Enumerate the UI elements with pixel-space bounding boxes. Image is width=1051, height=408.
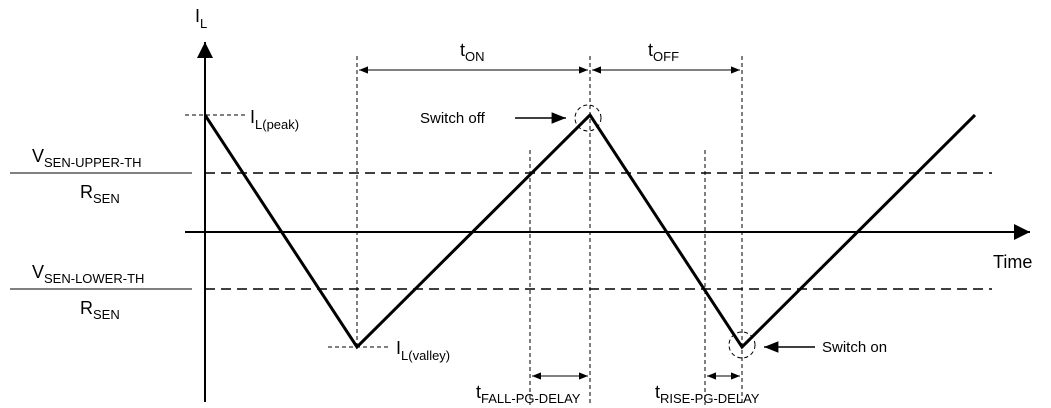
axes: IL Time: [185, 6, 1032, 402]
thresholds: VSEN-UPPER-TH RSEN VSEN-LOWER-TH RSEN: [10, 146, 992, 322]
switch-on-label: Switch on: [822, 339, 887, 356]
switch-off-label: Switch off: [420, 110, 486, 127]
lower-numerator: VSEN-LOWER-TH: [32, 262, 144, 286]
upper-numerator: VSEN-UPPER-TH: [32, 146, 142, 170]
annotations: tON tOFF IL(peak) IL(valley) Switch off …: [250, 40, 887, 406]
x-label: Time: [993, 252, 1032, 272]
upper-denominator: RSEN: [80, 182, 120, 206]
lower-denominator: RSEN: [80, 298, 120, 322]
switch-on-circle: [728, 331, 756, 359]
valley-label: IL(valley): [396, 338, 450, 363]
guides: [185, 56, 743, 405]
inductor-current: [203, 112, 977, 350]
t-on-label: tON: [460, 40, 485, 64]
fall-delay-label: tFALL-PG-DELAY: [476, 382, 581, 406]
switch-off-circle: [574, 104, 602, 132]
y-label: IL: [195, 6, 207, 31]
peak-label: IL(peak): [250, 107, 299, 132]
t-off-label: tOFF: [648, 40, 679, 64]
rise-delay-label: tRISE-PG-DELAY: [655, 382, 760, 406]
